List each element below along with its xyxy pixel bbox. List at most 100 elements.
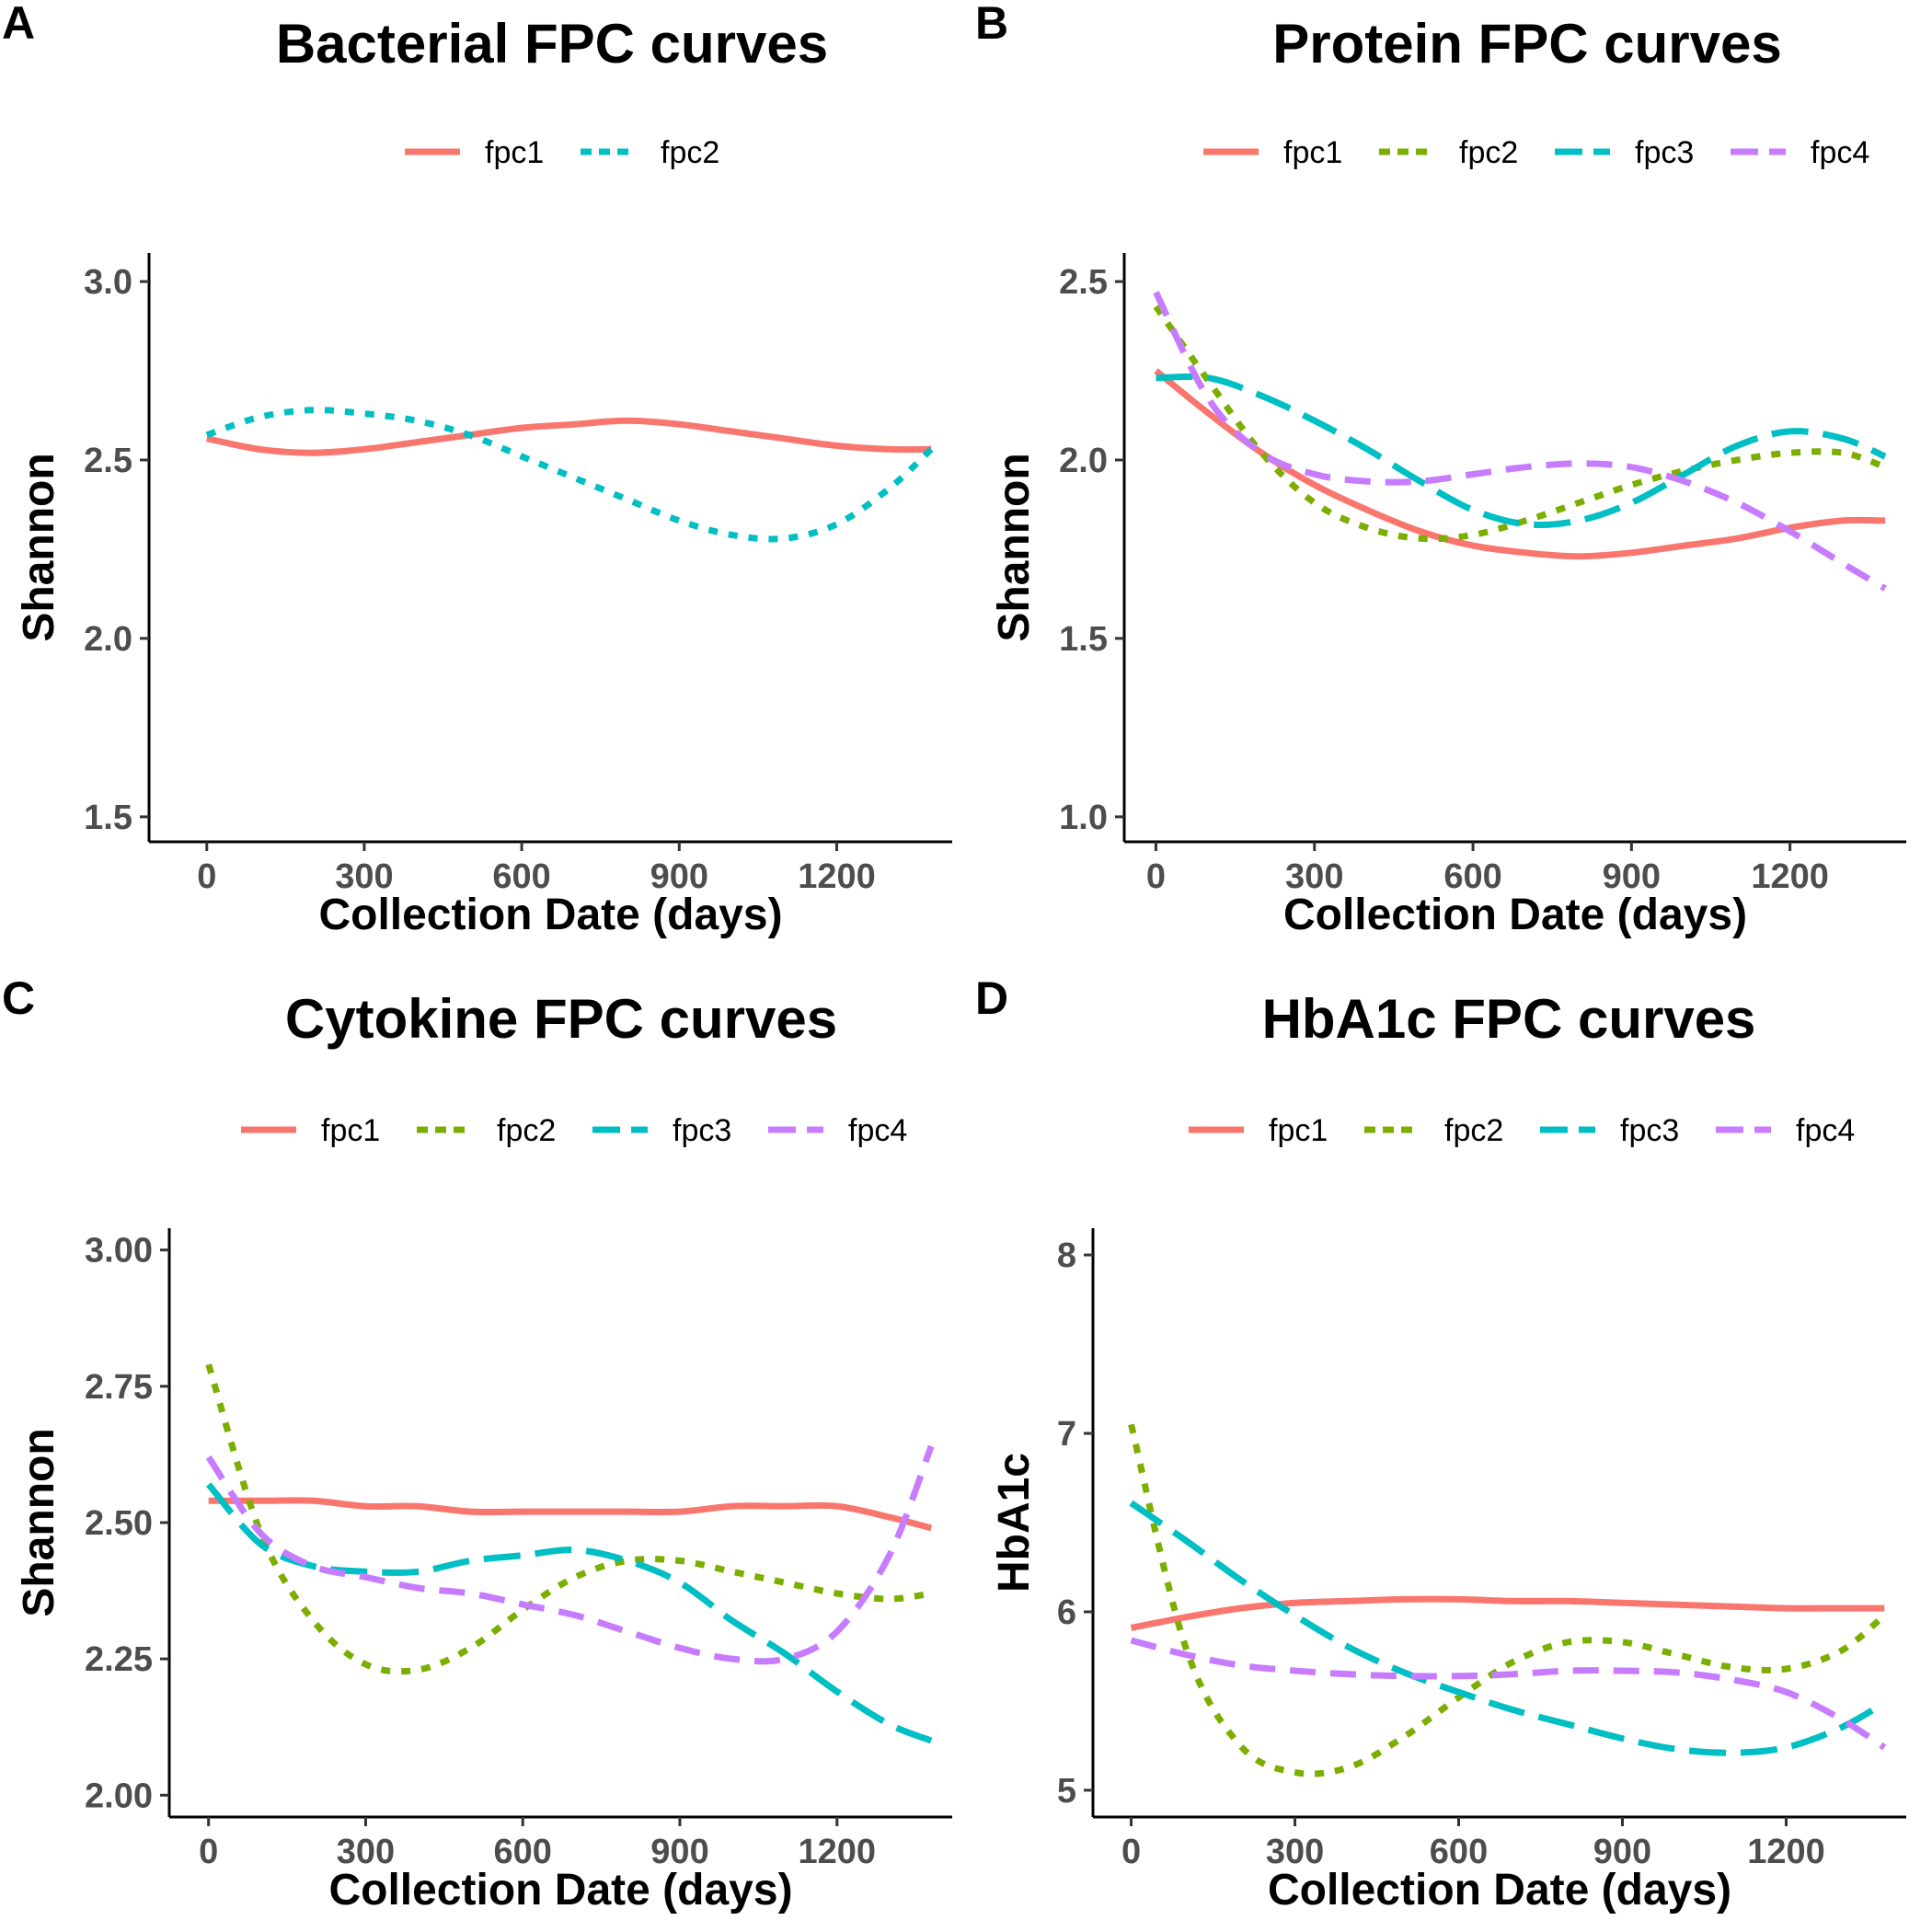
legend-label-fpc1: fpc1 — [1269, 1113, 1328, 1148]
y-tick-label: 5 — [1057, 1772, 1076, 1811]
chart-title: Cytokine FPC curves — [285, 988, 837, 1050]
legend-label-fpc2: fpc2 — [1459, 135, 1518, 170]
x-axis-label: Collection Date (days) — [318, 891, 782, 939]
panel-d: D HbA1c FPC curves fpc1 fpc2 fpc3 fpc4 5 6 7 8 0 30… — [975, 972, 1906, 1915]
x-tick-label: 300 — [335, 857, 393, 896]
legend-label-fpc3: fpc3 — [1635, 135, 1694, 170]
legend-label-fpc1: fpc1 — [1283, 135, 1342, 170]
y-tick-label: 1.0 — [1059, 799, 1108, 837]
legend-item-fpc1: fpc1 — [1189, 1113, 1328, 1148]
panel-letter: D — [975, 972, 1008, 1024]
series-line-fpc3 — [1156, 373, 1887, 529]
x-tick-label: 0 — [1121, 1833, 1141, 1871]
legend-item-fpc4: fpc4 — [1716, 1113, 1855, 1148]
series-line-fpc2 — [1128, 1423, 1887, 1777]
y-axis-label: HbA1c — [990, 1453, 1039, 1593]
legend-label-fpc4: fpc4 — [848, 1113, 907, 1148]
series-line-fpc1 — [208, 1497, 933, 1532]
y-axis-label: Shannon — [990, 453, 1039, 641]
legend: fpc1 fpc2 fpc3 fpc4 — [1189, 1113, 1855, 1148]
legend-item-fpc4: fpc4 — [768, 1113, 907, 1148]
legend-item-fpc2: fpc2 — [417, 1113, 556, 1148]
legend-item-fpc2: fpc2 — [581, 135, 719, 170]
series-line-fpc4 — [1153, 291, 1887, 592]
legend-item-fpc1: fpc1 — [1203, 135, 1342, 170]
legend-label-fpc2: fpc2 — [661, 135, 719, 170]
x-tick-label: 900 — [650, 857, 708, 896]
y-tick-label: 3.0 — [84, 263, 132, 302]
x-tick-label: 1200 — [798, 857, 876, 896]
legend-item-fpc1: fpc1 — [241, 1113, 380, 1148]
legend-label-fpc2: fpc2 — [1444, 1113, 1503, 1148]
series-line-fpc3 — [1129, 1500, 1887, 1756]
x-tick-label: 600 — [1443, 857, 1501, 896]
x-tick-label: 1200 — [1747, 1833, 1825, 1871]
y-tick-label: 3.00 — [85, 1232, 153, 1271]
panel-letter: C — [2, 972, 35, 1024]
series-line-fpc2 — [1153, 305, 1887, 543]
x-tick-label: 300 — [337, 1833, 395, 1871]
x-tick-label: 900 — [650, 1833, 708, 1871]
legend-label-fpc4: fpc4 — [1796, 1113, 1855, 1148]
x-axis-label: Collection Date (days) — [1283, 891, 1747, 939]
panel-letter: B — [975, 0, 1008, 49]
x-tick-label: 0 — [197, 857, 216, 896]
y-tick-label: 6 — [1057, 1593, 1076, 1632]
y-tick-label: 2.00 — [85, 1777, 153, 1815]
series-line-fpc4 — [205, 1444, 935, 1665]
legend-item-fpc3: fpc3 — [1540, 1113, 1679, 1148]
x-tick-label: 0 — [199, 1833, 218, 1871]
legend-item-fpc2: fpc2 — [1379, 135, 1518, 170]
y-tick-label: 1.5 — [84, 799, 132, 837]
y-axis-label: Shannon — [15, 453, 63, 641]
series-line-fpc3 — [206, 1482, 933, 1744]
panel-b: B Protein FPC curves fpc1 fpc2 fpc3 fpc4 1.0 1.… — [975, 0, 1906, 939]
legend-label-fpc1: fpc1 — [321, 1113, 380, 1148]
x-tick-label: 600 — [492, 857, 550, 896]
y-tick-label: 2.75 — [85, 1368, 153, 1407]
x-tick-label: 0 — [1146, 857, 1166, 896]
legend-label-fpc1: fpc1 — [485, 135, 544, 170]
panel-letter: A — [2, 0, 35, 49]
x-tick-label: 300 — [1285, 857, 1343, 896]
legend-label-fpc3: fpc3 — [1620, 1113, 1679, 1148]
y-tick-label: 2.0 — [1059, 442, 1108, 480]
y-tick-label: 1.5 — [1059, 620, 1108, 659]
legend-item-fpc2: fpc2 — [1364, 1113, 1503, 1148]
legend: fpc1 fpc2 fpc3 fpc4 — [241, 1113, 907, 1148]
chart-title: Bacterial FPC curves — [276, 13, 828, 75]
series-line-fpc1 — [206, 417, 932, 456]
panel-a: A Bacterial FPC curves fpc1 fpc2 1.5 2.0 2.5 3.… — [2, 0, 952, 939]
legend: fpc1 fpc2 — [405, 135, 719, 170]
x-tick-label: 1200 — [798, 1833, 876, 1871]
x-tick-label: 600 — [1430, 1833, 1488, 1871]
y-tick-label: 7 — [1057, 1415, 1076, 1454]
legend-label-fpc2: fpc2 — [497, 1113, 556, 1148]
y-tick-label: 2.5 — [84, 442, 132, 480]
series-line-fpc2 — [205, 407, 934, 543]
x-tick-label: 600 — [494, 1833, 552, 1871]
series-line-fpc1 — [1130, 1595, 1885, 1631]
legend-item-fpc3: fpc3 — [592, 1113, 731, 1148]
y-tick-label: 2.50 — [85, 1504, 153, 1543]
x-axis-label: Collection Date (days) — [328, 1866, 792, 1915]
legend: fpc1 fpc2 fpc3 fpc4 — [1203, 135, 1869, 170]
y-tick-label: 2.25 — [85, 1640, 153, 1679]
legend-label-fpc3: fpc3 — [673, 1113, 731, 1148]
series-line-fpc2 — [205, 1363, 932, 1675]
chart-title: HbA1c FPC curves — [1262, 988, 1756, 1050]
x-tick-label: 1200 — [1751, 857, 1829, 896]
panel-c: C Cytokine FPC curves fpc1 fpc2 fpc3 fpc4 2.00… — [2, 972, 952, 1915]
x-axis-label: Collection Date (days) — [1268, 1866, 1731, 1915]
y-axis-label: Shannon — [15, 1428, 63, 1616]
y-tick-label: 8 — [1057, 1236, 1076, 1275]
chart-title: Protein FPC curves — [1272, 13, 1782, 75]
y-tick-label: 2.0 — [84, 620, 132, 659]
x-tick-label: 900 — [1593, 1833, 1651, 1871]
x-tick-label: 300 — [1266, 1833, 1324, 1871]
legend-label-fpc4: fpc4 — [1811, 135, 1869, 170]
y-tick-label: 2.5 — [1059, 263, 1108, 302]
legend-item-fpc3: fpc3 — [1555, 135, 1694, 170]
legend-item-fpc1: fpc1 — [405, 135, 544, 170]
